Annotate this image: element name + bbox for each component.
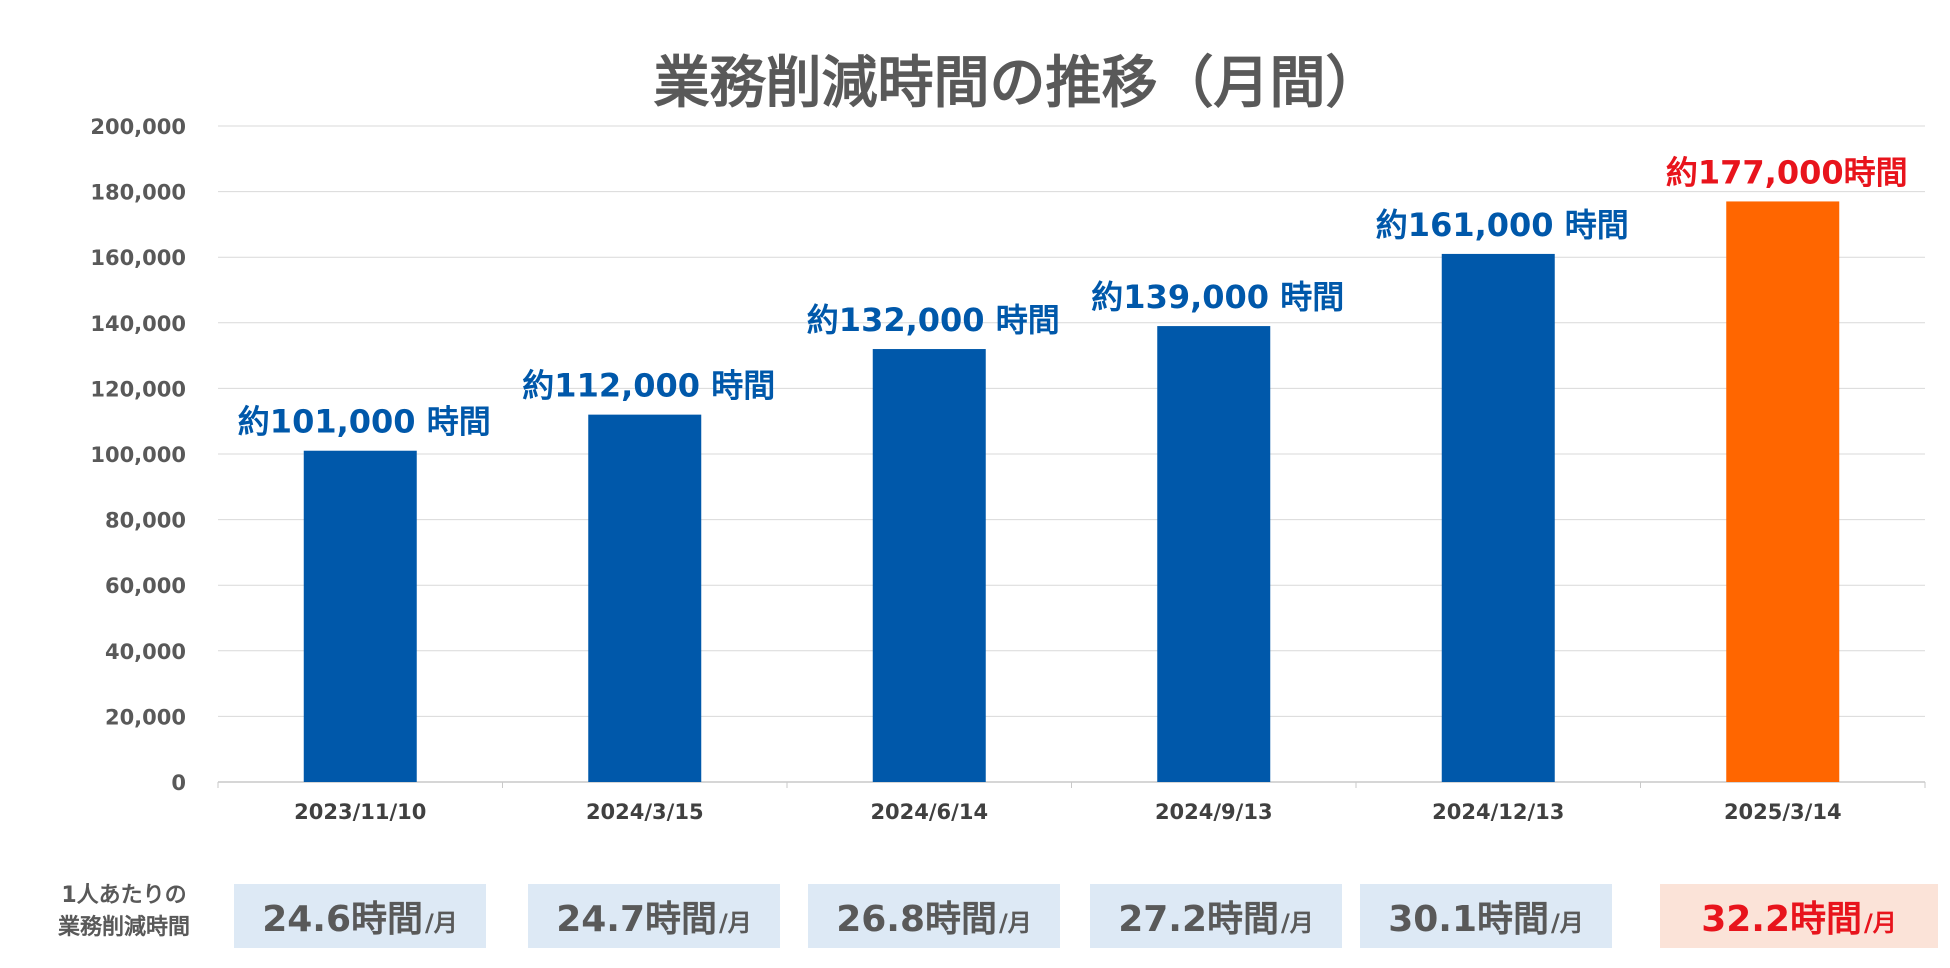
per-person-label: 1人あたりの 業務削減時間 [28, 880, 220, 944]
data-label: 約177,000時間 [1666, 153, 1908, 191]
y-tick-label: 180,000 [90, 181, 186, 205]
data-label: 約101,000 時間 [238, 403, 491, 441]
x-tick-label: 2023/11/10 [294, 800, 426, 824]
per-person-unit: /月 [999, 908, 1032, 937]
y-tick-label: 20,000 [105, 705, 186, 729]
bar [1157, 326, 1271, 782]
bar [303, 450, 417, 782]
y-axis-ticks: 0 20,000 40,000 60,000 80,000 100,000 120,000 1… [90, 115, 186, 795]
per-person-value: 27.2時間 [1118, 899, 1280, 940]
per-person-value: 26.8時間 [836, 899, 998, 940]
y-tick-label: 60,000 [105, 574, 186, 598]
y-tick-label: 160,000 [90, 246, 186, 270]
x-tick-label: 2024/3/15 [586, 800, 704, 824]
y-tick-label: 80,000 [105, 509, 186, 533]
data-label: 約112,000 時間 [522, 367, 775, 405]
y-tick-label: 200,000 [90, 115, 186, 139]
x-tick-label: 2025/3/14 [1724, 800, 1842, 824]
bar [1441, 253, 1555, 783]
per-person-value-box: 24.6時間 /月 [234, 884, 486, 948]
per-person-value-box: 27.2時間 /月 [1090, 884, 1342, 948]
data-label: 約132,000 時間 [807, 301, 1060, 339]
per-person-unit: /月 [1281, 908, 1314, 937]
per-person-label-line1: 1人あたりの [61, 883, 187, 908]
chart-title: 業務削減時間の推移（月間） [653, 51, 1382, 116]
y-tick-label: 120,000 [90, 377, 186, 401]
gridlines [217, 125, 1926, 788]
y-tick-label: 140,000 [90, 312, 186, 336]
y-tick-label: 0 [171, 771, 186, 795]
per-person-value: 32.2時間 [1701, 899, 1863, 940]
bars [303, 201, 1840, 783]
data-label: 約139,000 時間 [1091, 278, 1344, 316]
per-person-value-box: 30.1時間 /月 [1360, 884, 1612, 948]
y-tick-label: 100,000 [90, 443, 186, 467]
per-person-unit: /月 [719, 908, 752, 937]
per-person-unit: /月 [1864, 908, 1897, 937]
per-person-unit: /月 [425, 908, 458, 937]
y-tick-label: 40,000 [105, 640, 186, 664]
per-person-value: 30.1時間 [1388, 899, 1550, 940]
x-tick-label: 2024/12/13 [1432, 800, 1564, 824]
per-person-unit: /月 [1551, 908, 1584, 937]
x-axis-ticks: 2023/11/10 2024/3/15 2024/6/14 2024/9/13 202… [294, 800, 1841, 824]
per-person-value-box: 24.7時間 /月 [528, 884, 780, 948]
bar [872, 349, 986, 782]
per-person-value-box: 26.8時間 /月 [808, 884, 1060, 948]
x-tick-label: 2024/6/14 [870, 800, 988, 824]
per-person-label-line2: 業務削減時間 [57, 915, 190, 940]
bar [1726, 201, 1840, 782]
per-person-value: 24.6時間 [262, 899, 424, 940]
per-person-value-box-highlight: 32.2時間 /月 [1660, 884, 1938, 948]
bar [588, 414, 702, 782]
data-label: 約161,000 時間 [1376, 206, 1629, 244]
x-tick-label: 2024/9/13 [1155, 800, 1273, 824]
per-person-value: 24.7時間 [556, 899, 718, 940]
